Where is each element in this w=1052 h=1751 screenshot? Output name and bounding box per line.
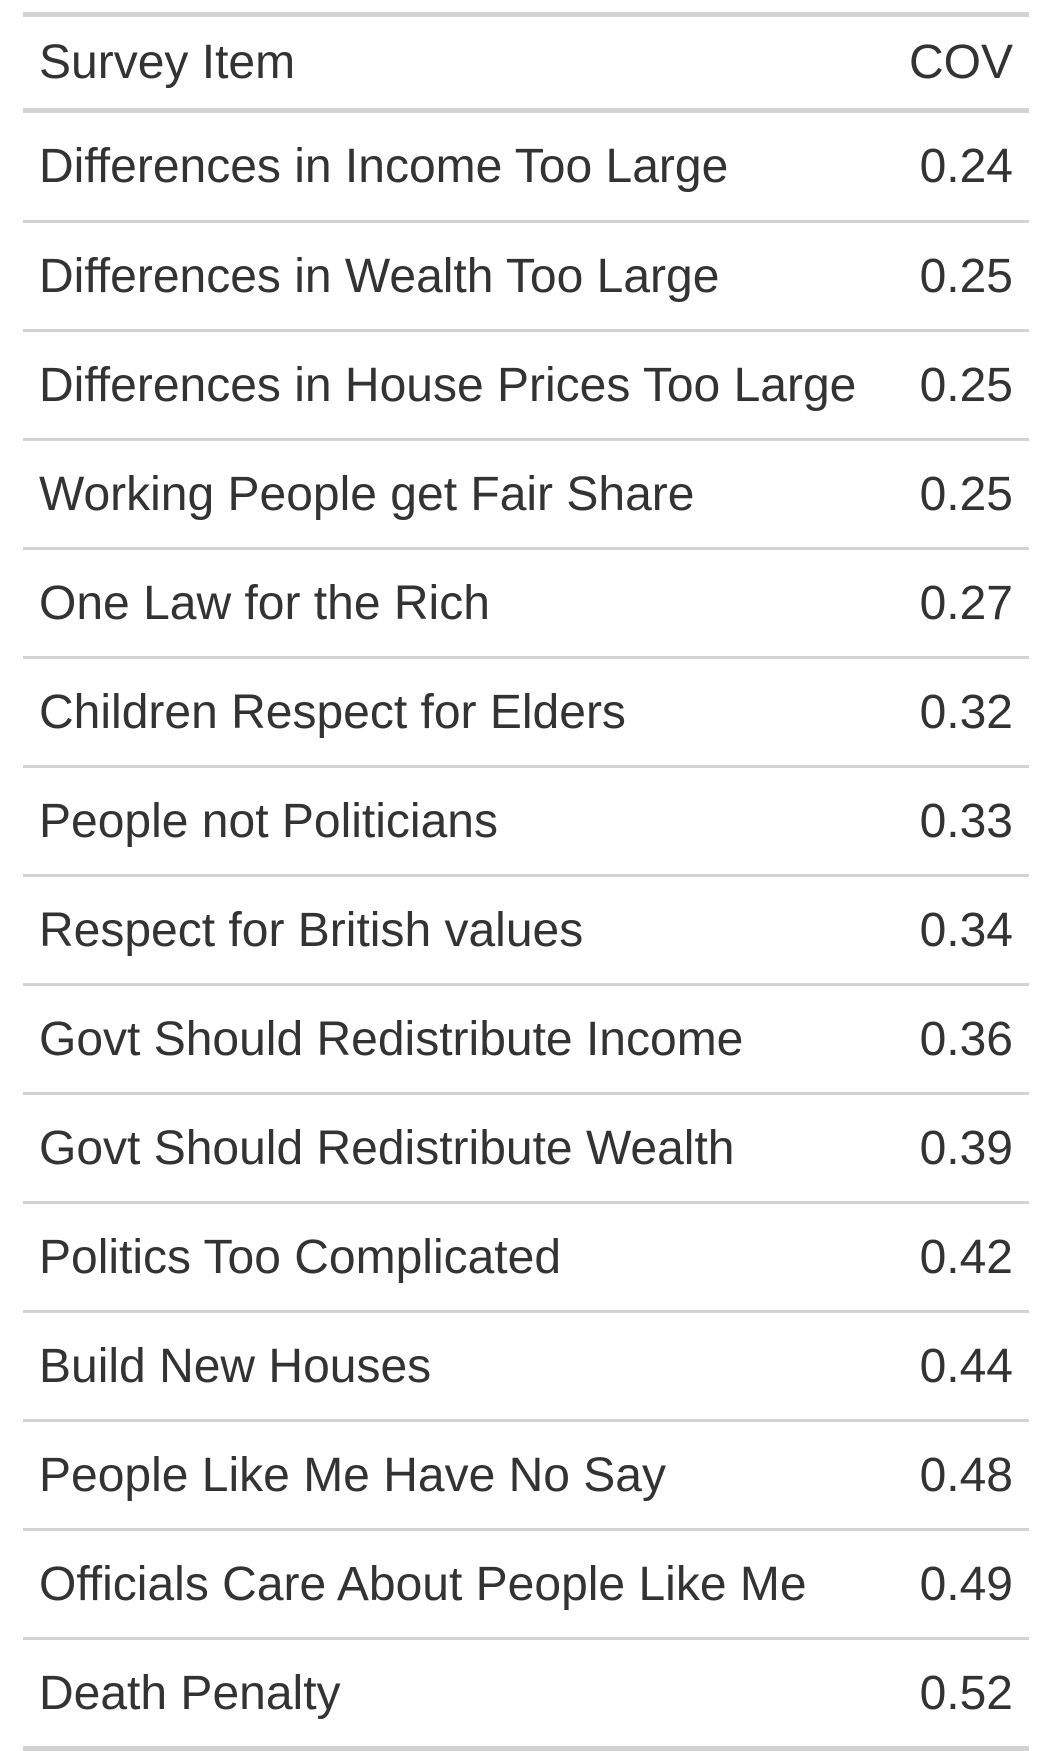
cov-cell: 0.24 bbox=[919, 140, 1013, 193]
cov-table-container: Survey Item COV Differences in Income To… bbox=[23, 12, 1029, 1751]
header-row: Survey Item COV bbox=[23, 14, 1029, 113]
table-row: Politics Too Complicated 0.42 bbox=[23, 1201, 1029, 1312]
survey-item-cell: Govt Should Redistribute Wealth bbox=[23, 1092, 891, 1203]
cov-cell: 0.32 bbox=[890, 656, 1029, 767]
survey-item-cell: Children Respect for Elders bbox=[23, 656, 891, 767]
table-row: Death Penalty 0.52 bbox=[23, 1637, 1029, 1749]
survey-item-cell: People Like Me Have No Say bbox=[23, 1419, 891, 1530]
table-row: People Like Me Have No Say 0.48 bbox=[23, 1419, 1029, 1530]
table-row: Build New Houses 0.44 bbox=[23, 1310, 1029, 1421]
table-row: Children Respect for Elders 0.32 bbox=[23, 656, 1029, 767]
cov-cell: 0.25 bbox=[890, 329, 1029, 440]
cov-cell: 0.48 bbox=[890, 1419, 1029, 1530]
table-row: People not Politicians 0.33 bbox=[23, 765, 1029, 876]
column-header-cov: COV bbox=[890, 14, 1029, 113]
survey-item-cell: Politics Too Complicated bbox=[23, 1201, 891, 1312]
table-row: Govt Should Redistribute Wealth 0.39 bbox=[23, 1092, 1029, 1203]
cov-cell: 0.39 bbox=[890, 1092, 1029, 1203]
survey-item-cell: One Law for the Rich bbox=[23, 547, 891, 658]
column-header-survey-item: Survey Item bbox=[23, 14, 891, 113]
table-row: Officials Care About People Like Me 0.49 bbox=[23, 1528, 1029, 1639]
cov-cell: 0.27 bbox=[890, 547, 1029, 658]
cov-cell: 0.33 bbox=[890, 765, 1029, 876]
survey-item-cell: People not Politicians bbox=[23, 765, 891, 876]
cov-cell: 0.34 bbox=[890, 874, 1029, 985]
cov-cell: 0.52 bbox=[890, 1637, 1029, 1749]
table-row: Differences in House Prices Too Large 0.… bbox=[23, 329, 1029, 440]
survey-item-cell: Govt Should Redistribute Income bbox=[23, 983, 891, 1094]
cov-cell: 0.42 bbox=[890, 1201, 1029, 1312]
table-row: Differences in Income Too Large 0.24 bbox=[23, 111, 1029, 222]
table-body: Differences in Income Too Large 0.24 Dif… bbox=[23, 111, 1029, 1749]
cov-cell: 0.44 bbox=[890, 1310, 1029, 1421]
survey-item-cell: Differences in Wealth Too Large bbox=[23, 220, 891, 331]
cov-cell: 0.36 bbox=[890, 983, 1029, 1094]
survey-item-cell: Build New Houses bbox=[23, 1310, 891, 1421]
survey-item-cell: Respect for British values bbox=[23, 874, 891, 985]
cov-cell: 0.49 bbox=[890, 1528, 1029, 1639]
table-row: Respect for British values 0.34 bbox=[23, 874, 1029, 985]
table-row: Working People get Fair Share 0.25 bbox=[23, 438, 1029, 549]
table-header: Survey Item COV bbox=[23, 14, 1029, 113]
table-row: One Law for the Rich 0.27 bbox=[23, 547, 1029, 658]
survey-item-cell: Working People get Fair Share bbox=[23, 438, 891, 549]
survey-item-cell: Officials Care About People Like Me bbox=[23, 1528, 891, 1639]
table-row: Differences in Wealth Too Large 0.25 bbox=[23, 220, 1029, 331]
survey-item-cell: Death Penalty bbox=[23, 1637, 891, 1749]
cov-table: Survey Item COV Differences in Income To… bbox=[23, 12, 1029, 1751]
table-row: Govt Should Redistribute Income 0.36 bbox=[23, 983, 1029, 1094]
survey-item-cell: Differences in Income Too Large bbox=[39, 140, 729, 193]
cov-cell: 0.25 bbox=[890, 220, 1029, 331]
survey-item-cell: Differences in House Prices Too Large bbox=[23, 329, 891, 440]
cov-cell: 0.25 bbox=[890, 438, 1029, 549]
